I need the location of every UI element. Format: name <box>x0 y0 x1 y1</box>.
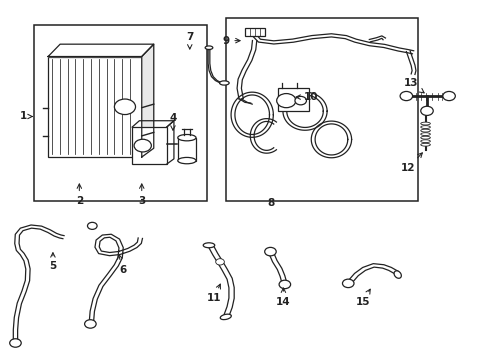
Text: 11: 11 <box>207 284 221 303</box>
Ellipse shape <box>421 140 430 143</box>
Circle shape <box>277 94 296 108</box>
Bar <box>245 28 265 36</box>
Ellipse shape <box>421 126 430 129</box>
Text: 5: 5 <box>49 253 56 271</box>
Circle shape <box>10 339 21 347</box>
Polygon shape <box>142 44 154 157</box>
Circle shape <box>295 96 306 105</box>
Text: 10: 10 <box>296 92 318 102</box>
Ellipse shape <box>394 271 401 278</box>
Text: 8: 8 <box>268 198 275 208</box>
Text: 7: 7 <box>186 32 194 49</box>
Ellipse shape <box>421 143 430 146</box>
Bar <box>132 127 167 164</box>
Ellipse shape <box>421 122 430 125</box>
Bar <box>48 57 142 157</box>
Circle shape <box>114 99 136 114</box>
Ellipse shape <box>205 46 213 49</box>
Circle shape <box>343 279 354 288</box>
Ellipse shape <box>178 157 196 164</box>
Text: 9: 9 <box>222 36 240 46</box>
Circle shape <box>421 106 433 116</box>
Text: 6: 6 <box>118 255 126 275</box>
Bar <box>178 138 196 161</box>
Bar <box>278 88 309 111</box>
Circle shape <box>265 247 276 256</box>
Ellipse shape <box>421 129 430 132</box>
Circle shape <box>400 91 413 101</box>
Circle shape <box>88 222 97 229</box>
Ellipse shape <box>421 136 430 139</box>
Circle shape <box>85 320 96 328</box>
Bar <box>226 18 418 201</box>
Text: 13: 13 <box>403 78 424 93</box>
Text: 3: 3 <box>138 184 146 206</box>
Text: 15: 15 <box>355 289 370 307</box>
Ellipse shape <box>203 243 215 248</box>
Circle shape <box>216 259 224 265</box>
Text: 2: 2 <box>76 184 83 206</box>
Ellipse shape <box>220 314 231 320</box>
Text: 14: 14 <box>276 288 291 307</box>
Text: 1: 1 <box>20 112 32 121</box>
Text: 4: 4 <box>169 113 177 130</box>
Circle shape <box>443 91 455 101</box>
Circle shape <box>279 280 291 289</box>
Ellipse shape <box>421 133 430 136</box>
Ellipse shape <box>178 135 196 141</box>
Ellipse shape <box>220 81 229 85</box>
Circle shape <box>134 139 151 152</box>
Polygon shape <box>48 44 154 57</box>
Text: 12: 12 <box>401 153 422 173</box>
Bar <box>34 25 207 201</box>
